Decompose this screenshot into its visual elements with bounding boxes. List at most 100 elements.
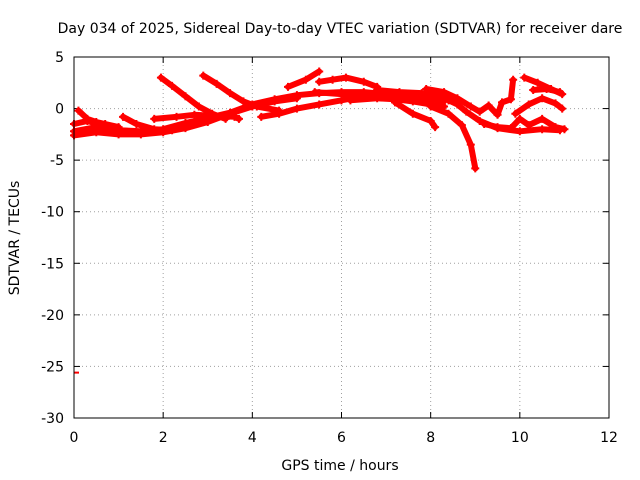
data-series [70, 67, 569, 374]
data-point [181, 124, 190, 133]
data-point [156, 73, 165, 82]
data-point [391, 98, 399, 107]
data-point [212, 79, 221, 88]
data-point [234, 114, 243, 123]
data-point [475, 107, 484, 116]
x-tick-label: 0 [70, 430, 79, 446]
y-tick-label: -10 [41, 205, 64, 221]
data-point [208, 111, 217, 120]
data-point [509, 75, 518, 84]
data-point [292, 104, 301, 113]
data-point [315, 77, 324, 86]
data-point [515, 127, 524, 136]
data-point [83, 116, 92, 125]
data-point [484, 101, 493, 110]
data-point [480, 120, 489, 129]
data-point [466, 102, 475, 111]
series-track-t22 [374, 87, 447, 98]
series-track-t4 [71, 117, 122, 132]
data-point [453, 94, 462, 103]
data-point [440, 90, 449, 99]
x-tick-label: 2 [159, 430, 168, 446]
data-point [529, 86, 538, 95]
tick-labels: 0 2 4 6 8 10 12 5 0 -5 -10 -15 -20 -25 -30 [41, 50, 618, 446]
data-point [114, 124, 123, 133]
plot-frame [73, 56, 610, 419]
data-point [373, 86, 382, 95]
data-point [533, 78, 542, 87]
grid-lines [74, 57, 609, 418]
data-point [475, 116, 484, 125]
data-point [457, 121, 466, 130]
data-point [466, 140, 475, 149]
y-tick-label: 5 [55, 50, 64, 66]
series-track-t11 [316, 74, 381, 90]
data-point [558, 104, 567, 113]
data-point [172, 112, 181, 121]
data-point [230, 112, 239, 121]
data-point [337, 90, 346, 99]
data-point [373, 94, 382, 103]
data-point [395, 88, 404, 97]
data-point [431, 123, 440, 132]
data-point [444, 109, 453, 118]
data-point [284, 82, 292, 91]
data-point [493, 123, 502, 132]
data-point [92, 128, 101, 137]
data-point [538, 114, 547, 123]
x-tick-label: 12 [600, 430, 618, 446]
x-tick-label: 8 [426, 430, 435, 446]
x-tick-label: 4 [248, 430, 257, 446]
data-point [471, 164, 480, 173]
data-point [408, 109, 417, 118]
series-track-t14 [392, 99, 439, 131]
data-point [315, 67, 324, 76]
data-point [506, 124, 515, 133]
data-point [136, 130, 145, 139]
data-point [520, 73, 529, 82]
y-tick-label: -5 [50, 153, 64, 169]
data-point [292, 94, 301, 103]
data-point [551, 99, 560, 108]
data-point [190, 110, 199, 119]
data-point [408, 97, 417, 106]
data-point [252, 102, 261, 111]
data-point [511, 109, 520, 118]
data-point [426, 116, 435, 125]
y-tick-label: -25 [41, 359, 64, 375]
data-point [199, 71, 208, 80]
y-tick-label: -20 [41, 308, 64, 324]
data-point [257, 112, 266, 121]
data-point [341, 73, 350, 82]
data-point [132, 120, 141, 129]
data-point [417, 89, 426, 98]
y-tick-label: -30 [41, 411, 64, 427]
data-point [515, 114, 524, 123]
data-point [96, 121, 105, 130]
data-point [150, 114, 159, 123]
series-track-t5 [120, 113, 176, 134]
data-point [462, 107, 471, 116]
data-point [301, 75, 310, 84]
data-point [168, 126, 177, 135]
data-point [426, 102, 435, 111]
data-point [181, 92, 190, 101]
chart-title: Day 034 of 2025, Sidereal Day-to-day VTE… [58, 21, 623, 37]
data-point [524, 100, 533, 109]
data-point [270, 97, 279, 106]
data-point [194, 102, 203, 111]
data-point [555, 88, 564, 97]
y-axis-label: SDTVAR / TECUs [7, 181, 23, 296]
data-point [239, 97, 248, 106]
data-point [119, 112, 128, 121]
data-point [542, 84, 551, 93]
data-point [74, 106, 83, 115]
data-point [538, 125, 547, 134]
data-point [328, 75, 337, 84]
series-track-t17 [423, 76, 517, 118]
data-point [346, 96, 355, 105]
x-tick-label: 10 [511, 430, 529, 446]
data-point [493, 110, 502, 119]
data-point [538, 94, 547, 103]
